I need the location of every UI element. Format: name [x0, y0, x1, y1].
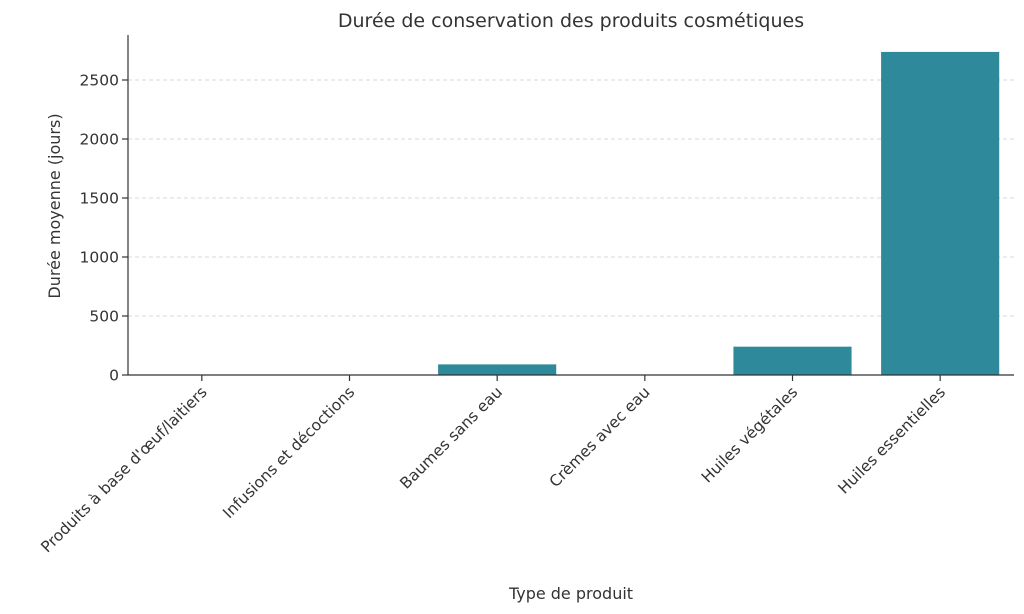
y-ticks: 0 500 1000 1500 2000 2500: [80, 72, 128, 385]
y-tick-label: 2500: [80, 72, 119, 90]
chart-title: Durée de conservation des produits cosmé…: [338, 10, 804, 32]
x-tick-label: Huiles végétales: [698, 383, 801, 486]
bar: [881, 51, 1000, 375]
x-axis-label: Type de produit: [508, 584, 633, 603]
y-tick-label: 0: [109, 367, 119, 385]
x-tick-label: Infusions et décoctions: [219, 383, 358, 522]
x-tick-label: Baumes sans eau: [396, 383, 506, 493]
y-tick-label: 1000: [80, 249, 119, 267]
y-tick-label: 2000: [80, 131, 119, 149]
x-ticks: Produits à base d'œuf/laitiers Infusions …: [37, 375, 949, 556]
grid-lines: [128, 79, 1014, 317]
x-tick-label: Huiles essentielles: [835, 383, 949, 497]
y-axis-label: Durée moyenne (jours): [45, 113, 64, 298]
bar: [438, 364, 557, 375]
bars: [142, 51, 1000, 375]
bar: [733, 346, 852, 375]
y-tick-label: 500: [89, 308, 119, 326]
x-tick-label: Produits à base d'œuf/laitiers: [37, 383, 210, 556]
y-tick-label: 1500: [80, 190, 119, 208]
x-tick-label: Crèmes avec eau: [546, 383, 654, 491]
axes: [127, 35, 1014, 376]
